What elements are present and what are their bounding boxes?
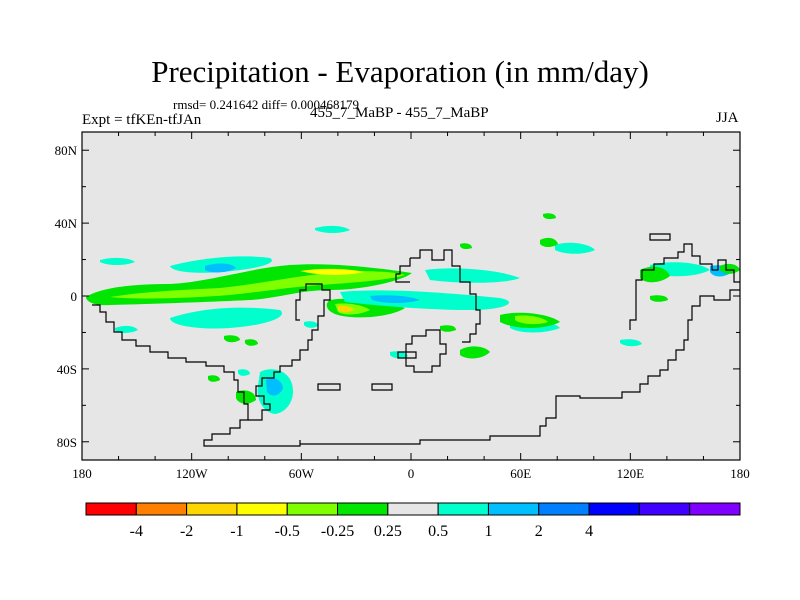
anomaly-cyan-small <box>304 321 318 328</box>
anomaly-cyan-7 <box>315 225 350 233</box>
colorbar-swatch <box>437 502 489 516</box>
y-tick-label: 80S <box>57 435 77 450</box>
anomaly-cyan-9 <box>555 242 595 254</box>
coastline-americas <box>92 304 301 447</box>
colorbar-swatch <box>286 502 339 516</box>
anomaly-blue-south <box>266 378 283 396</box>
season-label: JJA <box>716 110 739 126</box>
coastline-eurasia-south <box>405 329 447 373</box>
anomaly-green-4 <box>460 346 490 359</box>
colorbar-swatch <box>337 502 389 516</box>
coastline-americas-east <box>248 283 331 421</box>
coastline-island-1 <box>649 233 671 241</box>
colorbar-swatch <box>387 502 439 516</box>
anomaly-green-south-2 <box>208 375 220 382</box>
colorbar-label: 0.25 <box>374 523 402 540</box>
colorbar-swatch <box>638 502 691 516</box>
coastline-island-2 <box>371 383 393 391</box>
y-tick-label: 80N <box>55 143 78 158</box>
colorbar-swatch <box>588 502 640 516</box>
x-tick-label: 180 <box>730 466 750 481</box>
colorbar-swatch <box>689 502 741 516</box>
stats-text: rmsd= 0.241642 diff= 0.000468179 <box>173 97 359 112</box>
y-tick-label: 0 <box>71 289 78 304</box>
anomaly-band-inner <box>110 271 405 299</box>
colorbar-swatch <box>538 502 590 516</box>
colorbar-swatch <box>186 502 238 516</box>
anomaly-blue-1 <box>205 263 236 273</box>
x-tick-label: 180 <box>72 466 92 481</box>
y-tick-label: 40N <box>55 216 78 231</box>
coastline-island-3 <box>317 383 341 391</box>
experiment-label: Expt = tfKEn-tfJAn <box>82 112 202 128</box>
continent-outlines <box>92 233 740 447</box>
colorbar-swatch <box>85 502 137 516</box>
colorbar-swatch <box>135 502 188 516</box>
anomaly-green-south <box>236 390 256 404</box>
anomaly-green-5 <box>540 237 558 247</box>
x-tick-label: 120W <box>176 466 209 481</box>
anomaly-green-south-3 <box>224 335 240 343</box>
coastline-africa <box>410 249 481 343</box>
colorbar-label: -0.5 <box>275 523 300 540</box>
colorbar-label: 4 <box>585 523 593 540</box>
colorbar-swatch <box>487 502 540 516</box>
coastline-asia-south <box>300 289 740 445</box>
anomaly-green-lat40 <box>245 339 258 346</box>
anomaly-green-9 <box>440 325 456 332</box>
anomaly-green-10 <box>720 263 740 274</box>
anomaly-core <box>300 268 365 275</box>
anomaly-green-8 <box>650 295 668 302</box>
colorbar-label: -0.25 <box>321 523 354 540</box>
anomaly-blue-2 <box>370 295 420 303</box>
anomaly-green-7 <box>460 243 472 250</box>
x-tick-label: 60W <box>289 466 315 481</box>
colorbar-label: -4 <box>130 523 143 540</box>
anomaly-field <box>86 213 740 414</box>
colorbar: -4 -2 -1 -0.5 -0.25 0.25 0.5 1 2 4 <box>85 502 741 540</box>
anomaly-core-south-peak <box>338 305 354 313</box>
x-tick-label: 0 <box>408 466 415 481</box>
anomaly-cyan-5 <box>100 257 135 265</box>
anomaly-cyan-south-2 <box>238 369 250 376</box>
coastline-africa-west <box>395 258 411 283</box>
anomaly-cyan-12 <box>620 339 642 347</box>
colorbar-label: -2 <box>180 523 193 540</box>
anomaly-cyan-10 <box>390 351 408 359</box>
colorbar-label: 0.5 <box>428 523 448 540</box>
anomaly-cyan-4 <box>425 268 520 283</box>
y-tick-label: 40S <box>57 362 77 377</box>
coastline-australia <box>629 243 740 330</box>
x-tick-label: 120E <box>617 466 645 481</box>
axis-ticks <box>81 132 741 460</box>
anomaly-cyan-2 <box>170 307 282 329</box>
anomaly-green-6 <box>543 213 556 220</box>
x-tick-label: 60E <box>510 466 531 481</box>
colorbar-label: 2 <box>535 523 543 540</box>
chart-subtitle: 455_7_MaBP - 455_7_MaBP <box>310 105 489 121</box>
chart-title: Precipitation - Evaporation (in mm/day) <box>151 54 649 89</box>
anomaly-cyan-6 <box>115 325 138 333</box>
anomaly-green-2 <box>515 315 548 325</box>
axis-tick-labels: 180 120W 60W 0 60E 120E 180 80N 40N 0 40S 80S <box>55 143 750 481</box>
colorbar-label: 1 <box>484 523 492 540</box>
colorbar-swatch <box>236 502 288 516</box>
coastline-island-4 <box>397 351 417 359</box>
colorbar-label: -1 <box>230 523 243 540</box>
